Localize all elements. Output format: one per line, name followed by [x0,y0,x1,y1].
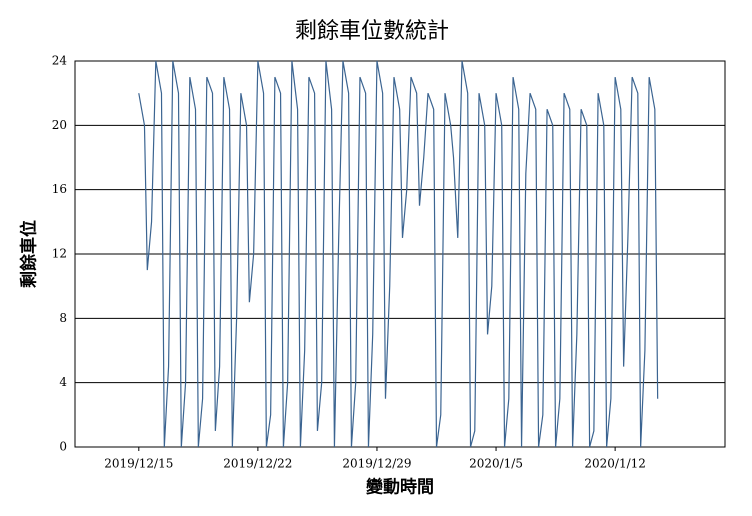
x-tick-label: 2019/12/15 [104,457,173,471]
y-tick-label: 8 [59,311,67,325]
x-axis-label: 變動時間 [366,477,434,498]
plot-border [74,60,726,448]
x-tick-label: 2020/1/12 [584,457,646,471]
y-tick-label: 20 [52,118,67,132]
x-tick-label: 2019/12/22 [223,457,292,471]
y-tick-label: 16 [52,182,67,196]
x-tick-label: 2020/1/5 [469,457,523,471]
y-tick-label: 4 [59,375,67,389]
y-tick-label: 24 [52,54,68,68]
y-tick-label: 12 [52,247,67,261]
data-line [138,60,659,448]
chart-title: 剩餘車位數統計 [295,19,449,44]
y-axis-label: 剩餘車位 [19,220,40,288]
y-tick-label: 0 [59,440,67,454]
x-tick-label: 2019/12/29 [342,457,411,471]
